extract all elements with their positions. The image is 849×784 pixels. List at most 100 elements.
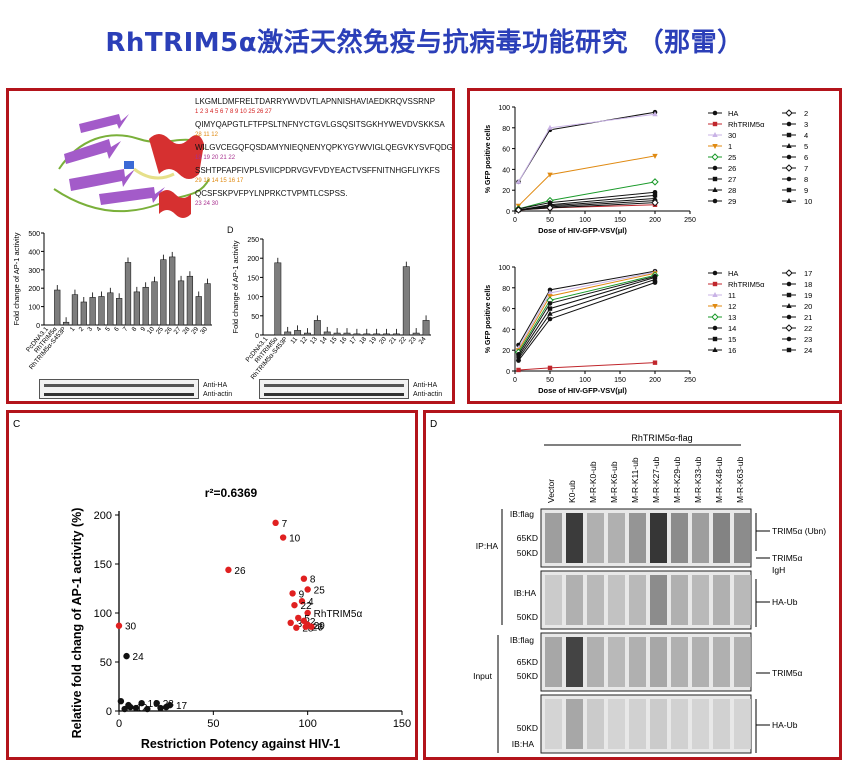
- y-tick-label: 400: [28, 249, 40, 256]
- bar: [134, 292, 140, 325]
- right-label-trim: TRIM5α: [772, 553, 803, 563]
- x-tick-label: 22: [398, 335, 408, 345]
- blot-lane: [692, 637, 709, 687]
- legend-label: 20: [804, 302, 812, 311]
- scatter-point: [289, 590, 295, 596]
- bar: [81, 302, 87, 325]
- data-point: [712, 154, 718, 160]
- y-tick-label: 300: [28, 268, 40, 275]
- x-tick-label: 2: [78, 325, 86, 333]
- right-label-trim-ubn: TRIM5α (Ubn): [772, 526, 826, 536]
- y-tick-label: 250: [247, 237, 259, 244]
- y-tick-label: 0: [506, 209, 510, 216]
- bar: [116, 298, 122, 325]
- legend-label: 30: [728, 131, 736, 140]
- data-point: [713, 326, 718, 331]
- x-tick-label: 50: [546, 217, 554, 224]
- blot-label-anti-actin-right: Anti-actin: [413, 391, 442, 399]
- series-line: [519, 275, 656, 352]
- legend-label: 28: [728, 186, 736, 195]
- y-axis-label: Fold change of AP-1 activity: [12, 232, 21, 325]
- data-point: [787, 337, 792, 342]
- blot-lane: [734, 575, 751, 625]
- series-line: [519, 363, 656, 370]
- x-tick-label: 5: [104, 325, 112, 333]
- blot-lane: [713, 699, 730, 749]
- bar: [364, 334, 370, 335]
- blot-lane: [608, 699, 625, 749]
- panel-a-protein-structure: LKGMLDMFRELTDARRYWVDVTLAPNNISHAVIAEDKRQV…: [6, 88, 455, 404]
- blot-lane: [671, 699, 688, 749]
- bar-chart-ap1-right: 050100150200250Fold change of AP-1 activ…: [225, 231, 451, 381]
- line-chart-gfp-bottom: 0 20 40 60 80 100 0 50 100 150 200 250 Dose of HIV-G…: [470, 251, 842, 401]
- bar: [196, 296, 202, 325]
- western-blot-right: [259, 379, 409, 399]
- lane-label: M-R-K27-ub: [651, 456, 661, 503]
- x-tick-label: 150: [393, 718, 411, 730]
- data-point: [713, 337, 717, 341]
- scatter-point: [280, 534, 286, 540]
- y-tick-label: 60: [502, 307, 510, 314]
- blot-lane: [734, 637, 751, 687]
- left-label-50kd-d: 50KD: [517, 723, 538, 733]
- y-tick-label: 150: [247, 275, 259, 282]
- lane-label: M-R-K33-ub: [693, 456, 703, 503]
- data-point: [713, 111, 718, 116]
- blot-lane: [650, 575, 667, 625]
- data-point: [653, 280, 658, 285]
- x-tick-label: 0: [513, 217, 517, 224]
- legend-label: 18: [804, 280, 812, 289]
- bar: [314, 320, 320, 335]
- data-point: [786, 165, 792, 171]
- y-axis-label: Relative fold chang of AP-1 activity (%): [70, 508, 84, 739]
- y-axis-label: % GFP positive cells: [485, 125, 492, 193]
- scatter-point: [308, 624, 314, 630]
- panel-d-ubiquitination-blot: D RhTRIM5α-flag Vector K0-ub M-R-K0-ub M-R-K6…: [423, 410, 842, 760]
- panel-c-scatter: C 0 50 100 150 200 0 50 100 150 Restriction Potenc…: [6, 410, 418, 760]
- lane-label: M-R-K0-ub: [588, 461, 598, 503]
- bar-chart-ap1-left: 0 100 200 300 400 500 Fold change of AP-1 acti…: [9, 225, 219, 375]
- data-point: [548, 301, 553, 306]
- scatter-point: [118, 698, 124, 704]
- x-tick-label: 15: [329, 335, 339, 345]
- legend-label: 3: [804, 120, 808, 129]
- scatter-point-label: 6: [317, 623, 323, 634]
- scatter-point: [225, 567, 231, 573]
- blot-lane: [608, 637, 625, 687]
- blot-lane: [566, 513, 583, 563]
- bar: [334, 333, 340, 335]
- y-tick-label: 200: [247, 256, 259, 263]
- x-tick-label: 12: [299, 335, 309, 345]
- bar: [393, 334, 399, 335]
- legend-label: RhTRIM5α: [728, 280, 765, 289]
- y-tick-label: 0: [106, 706, 112, 718]
- blot-lane: [692, 513, 709, 563]
- bar: [90, 297, 96, 325]
- sequence-numbers-1: 1 2 3 4 5 6 7 8 9 10 25 26 27: [195, 107, 455, 120]
- data-point: [516, 358, 521, 363]
- y-tick-label: 100: [247, 295, 259, 302]
- scatter-point: [157, 705, 163, 711]
- y-tick-label: 40: [502, 167, 510, 174]
- blot-lane: [587, 699, 604, 749]
- blot-lane: [629, 575, 646, 625]
- scatter-point: [125, 702, 131, 708]
- x-tick-label: 30: [199, 325, 209, 335]
- page-title: RhTRIM5α激活天然免疫与抗病毒功能研究 （那雷）: [0, 22, 849, 59]
- data-point: [712, 314, 718, 320]
- bar: [413, 333, 419, 335]
- y-tick-label: 100: [498, 265, 510, 272]
- legend-label: 1: [728, 142, 732, 151]
- data-point: [713, 177, 717, 181]
- scatter-point: [303, 624, 309, 630]
- lane-label: K0-ub: [567, 480, 577, 503]
- y-tick-label: 100: [28, 305, 40, 312]
- western-blot-left: [39, 379, 199, 399]
- left-label-65kd-b: 65KD: [517, 657, 538, 667]
- data-point: [786, 110, 792, 116]
- left-label-50kd-c: 50KD: [517, 671, 538, 681]
- protein-ribbon-figure: [39, 99, 219, 224]
- bar: [125, 262, 131, 325]
- y-tick-label: 0: [506, 369, 510, 376]
- legend-label: 7: [804, 164, 808, 173]
